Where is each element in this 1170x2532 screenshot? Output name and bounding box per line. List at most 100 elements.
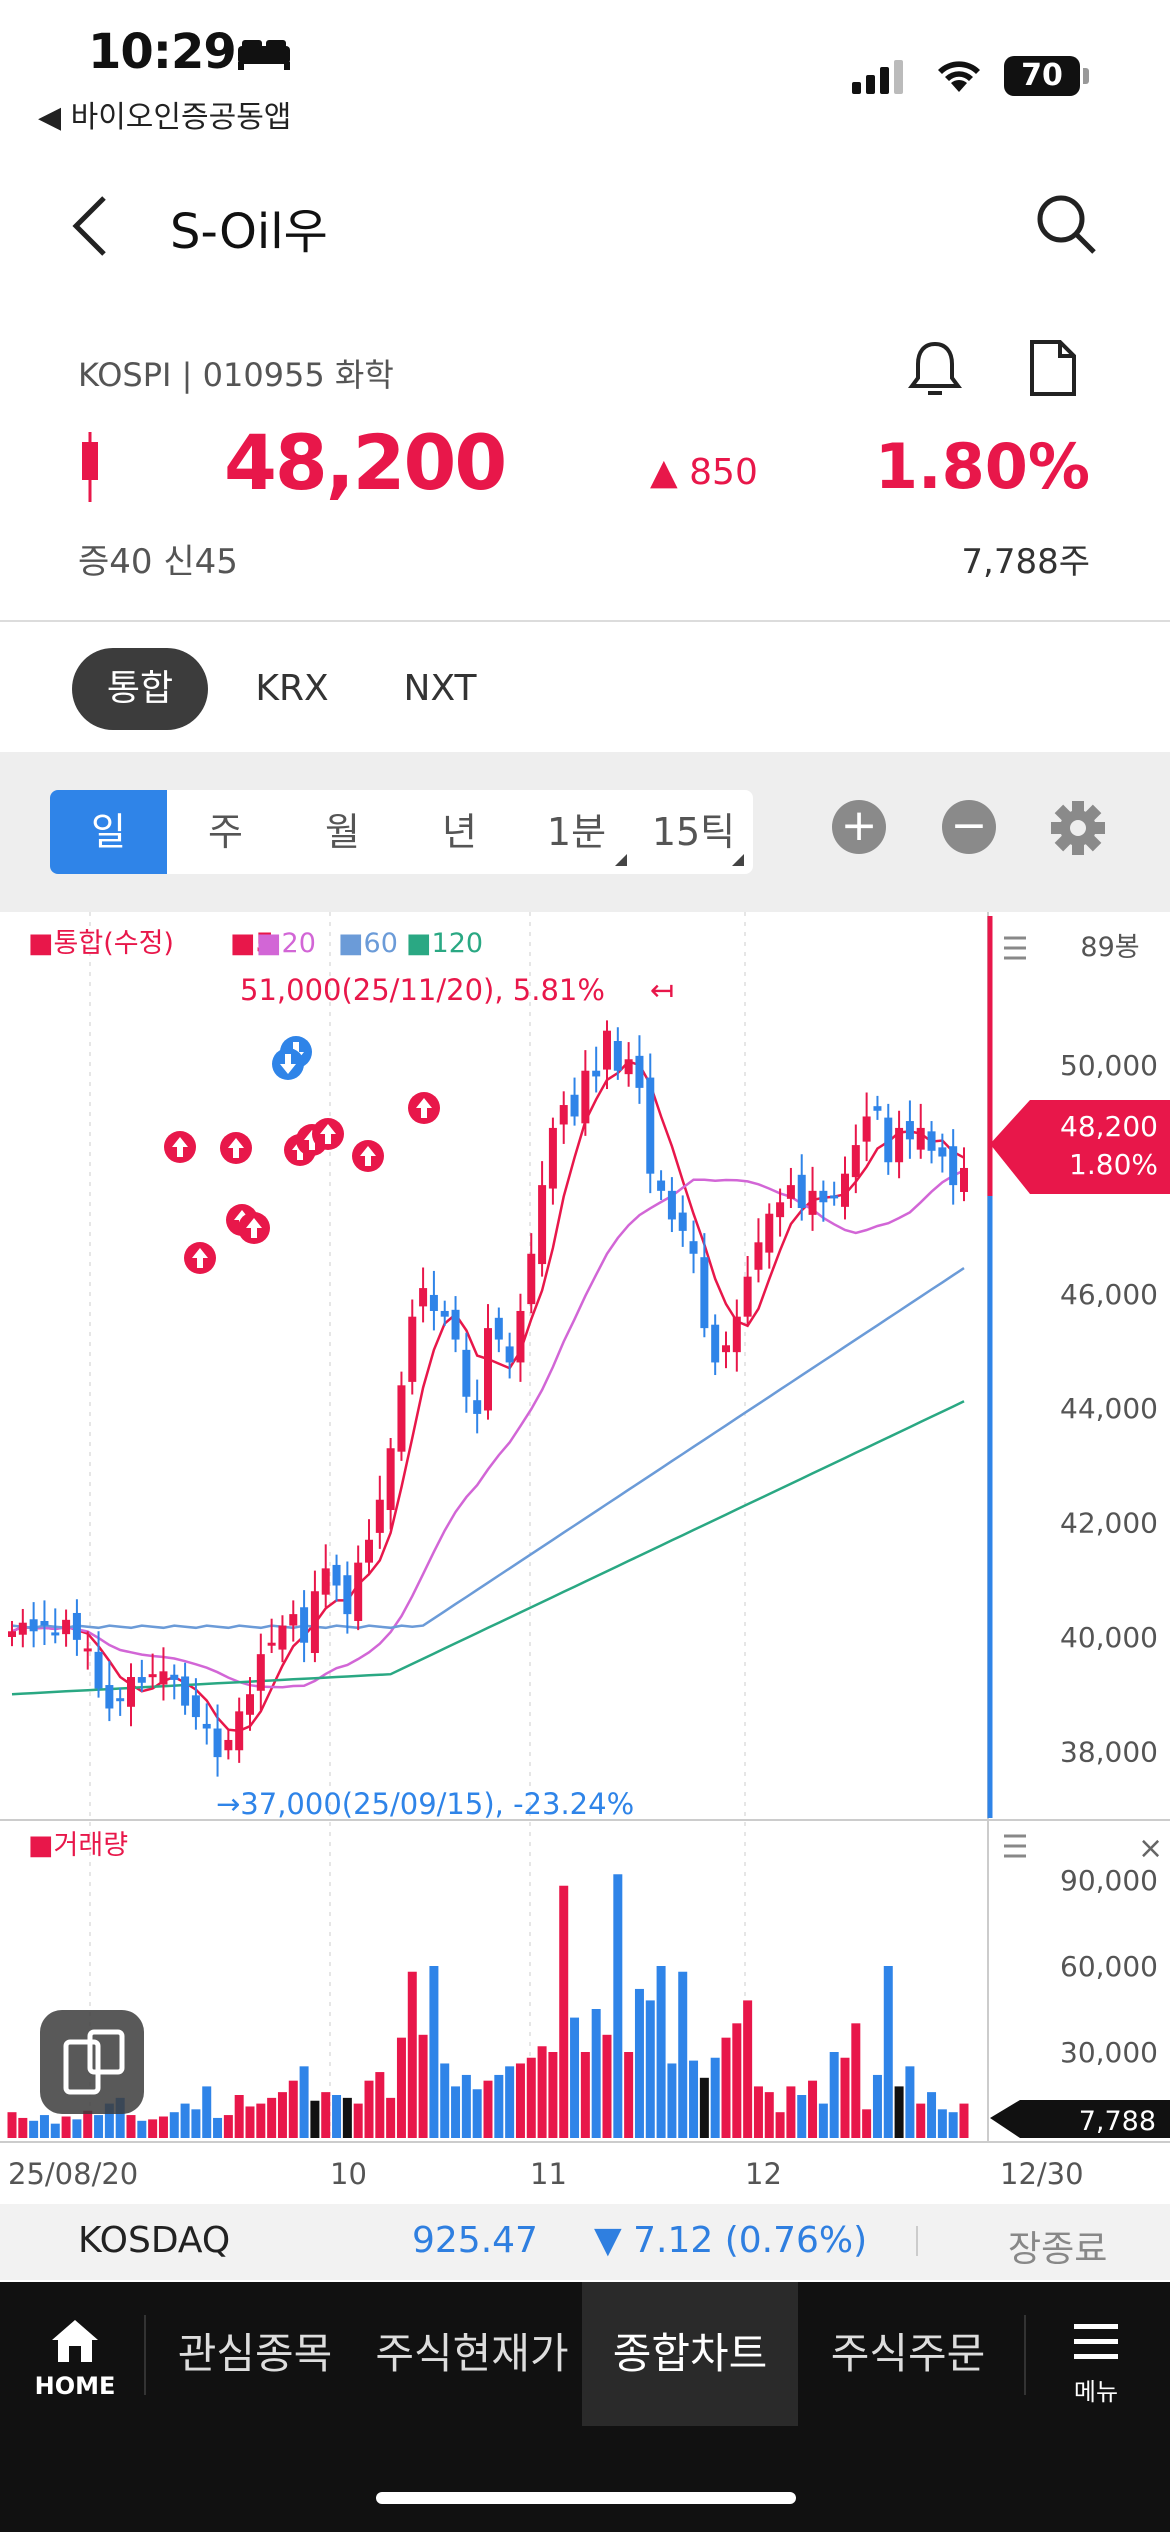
candle-body [127,1677,135,1707]
volume-bar [537,2046,547,2138]
candle-body [159,1671,168,1685]
margin-tags: 증40 신45 [78,542,238,582]
page-title: S-Oil우 [170,204,328,260]
volume-bar [115,2097,125,2138]
period-day[interactable]: 일 [50,790,167,874]
candle-body [321,1568,330,1595]
volume-bar [883,1966,893,2138]
zoom-in-icon[interactable]: + [832,800,886,854]
y-tick-label: 38,000 [1060,1735,1158,1768]
volume-bar [61,2116,71,2138]
high-arrow-icon: ↤ [650,973,674,1007]
settings-icon[interactable] [1050,800,1106,856]
y-tick-label: 42,000 [1060,1507,1158,1540]
candle-body [40,1620,49,1626]
volume-bar [256,2103,266,2138]
candle-body [732,1316,741,1353]
buy-signal-icon [238,1212,270,1244]
nav-home-label[interactable]: HOME [34,2372,116,2400]
nav-current-price[interactable]: 주식현재가 [375,2329,569,2378]
volume-bar [7,2112,17,2138]
candle-body [365,1539,373,1563]
volume-tick-label: 90,000 [1060,1864,1158,1897]
volume-bar [148,2119,158,2138]
candle-body [72,1612,81,1640]
volume-bar [299,2066,309,2138]
volume-bar [94,2115,104,2138]
candle-body [343,1575,352,1615]
tab-krx[interactable]: KRX [255,668,329,709]
market-status: 장종료 [1008,2229,1108,2270]
volume-bar [461,2074,471,2138]
chart-menu-icon [1004,936,1026,960]
document-icon[interactable] [1026,338,1080,398]
volume-bar [202,2086,212,2138]
volume-bar [39,2115,49,2138]
volume-bar [743,2000,753,2138]
candle-body [938,1147,947,1157]
volume-bar [862,2109,872,2138]
legend-ma5: ■5 [230,928,274,959]
back-icon[interactable] [66,194,116,258]
buy-signal-icon [184,1242,216,1274]
y-tick-label: 50,000 [1060,1049,1158,1082]
volume-bar [645,2000,655,2138]
period-year[interactable]: 년 [442,810,477,854]
volume-bar [602,2034,612,2138]
back-to-app-link[interactable]: ◀ 바이오인증공동앱 [38,100,292,135]
divider [916,2226,918,2256]
svg-text:48,200: 48,200 [1060,1110,1158,1143]
candle-body [678,1212,687,1231]
candle-body [116,1698,125,1702]
volume-bar [332,2095,342,2138]
battery-icon: 70 [1004,56,1080,96]
volume-bar [764,2092,774,2138]
candle-body [722,1345,730,1353]
period-minute[interactable]: 1분 [518,790,635,874]
x-tick-label: 10 [330,2157,367,2191]
nav-watchlist[interactable]: 관심종목 [177,2329,333,2378]
volume-bar [559,1885,569,2138]
volume-bar [50,2123,60,2138]
close-volume-icon: × [1138,1831,1163,1866]
volume-bar [375,2072,385,2138]
buy-signal-icon [312,1118,344,1150]
nav-menu-label[interactable]: 메뉴 [1073,2378,1119,2406]
nav-order[interactable]: 주식주문 [830,2329,986,2378]
period-month[interactable]: 월 [325,810,360,854]
candle-body [375,1499,384,1533]
buy-signal-icon [220,1132,252,1164]
candle-body [29,1619,38,1632]
volume-bar [483,2080,493,2138]
candle-body [300,1607,309,1643]
candle-body [905,1121,914,1140]
volume-bar [342,2097,352,2138]
nav-chart[interactable]: 종합차트 [582,2282,798,2426]
candle-body [851,1145,860,1178]
home-icon[interactable] [50,2318,100,2364]
candle-body [440,1310,449,1317]
tab-nxt[interactable]: NXT [403,668,477,709]
volume-bar [678,1971,688,2138]
volume-bar [808,2080,818,2138]
x-tick-label: 12/30 [1000,2157,1084,2191]
period-week[interactable]: 주 [208,810,243,854]
volume-bar [494,2074,504,2138]
price-chart[interactable]: ■통합(수정) ■5 ■20 ■60 ■120 89봉 51,000(25/11… [0,871,1170,2202]
tab-integrated[interactable]: 통합 [72,648,208,730]
zoom-out-icon[interactable]: − [942,800,996,854]
rotate-screen-button[interactable] [40,2010,144,2114]
search-icon[interactable] [1034,192,1098,256]
candle-body [657,1180,666,1191]
candle-body [289,1614,298,1626]
candle-body [451,1309,460,1340]
bell-icon[interactable] [906,338,964,398]
divider [1024,2315,1026,2395]
index-ticker-bar[interactable] [0,2204,1170,2280]
candle-body [246,1694,254,1715]
menu-icon[interactable] [1074,2322,1118,2362]
period-tick[interactable]: 15틱 [635,790,752,874]
candle-body [927,1131,936,1151]
volume-bar [580,2052,590,2138]
candle-body [484,1328,492,1411]
